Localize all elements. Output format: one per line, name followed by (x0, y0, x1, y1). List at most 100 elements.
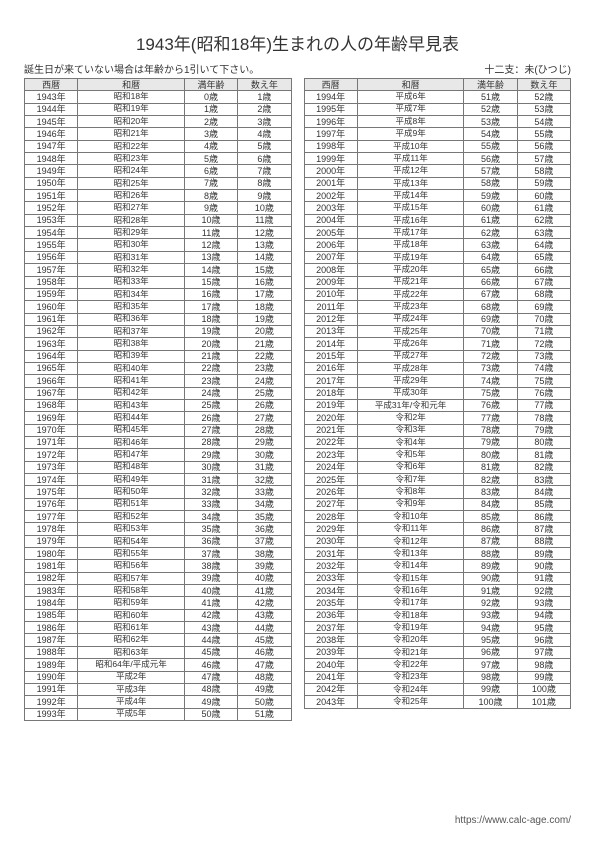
table-cell: 2012年 (304, 313, 357, 325)
table-row: 2014年平成26年71歳72歳 (304, 338, 571, 350)
table-cell: 1962年 (25, 325, 78, 337)
table-row: 2033年令和15年90歳91歳 (304, 572, 571, 584)
table-cell: 令和11年 (357, 523, 464, 535)
table-cell: 31歳 (184, 474, 237, 486)
table-cell: 2027年 (304, 498, 357, 510)
table-cell: 1954年 (25, 227, 78, 239)
table-cell: 昭和52年 (78, 511, 185, 523)
table-cell: 1985年 (25, 609, 78, 621)
table-cell: 昭和23年 (78, 153, 185, 165)
table-cell: 49歳 (238, 683, 291, 695)
table-cell: 81歳 (517, 449, 570, 461)
table-row: 1984年昭和59年41歳42歳 (25, 597, 292, 609)
table-cell: 89歳 (517, 548, 570, 560)
table-cell: 77歳 (517, 399, 570, 411)
table-cell: 2007年 (304, 251, 357, 263)
table-cell: 50歳 (184, 708, 237, 720)
table-row: 1944年昭和19年1歳2歳 (25, 103, 292, 115)
table-cell: 39歳 (184, 572, 237, 584)
table-cell: 19歳 (184, 325, 237, 337)
table-cell: 32歳 (184, 486, 237, 498)
table-row: 1993年平成5年50歳51歳 (25, 708, 292, 720)
table-cell: 2020年 (304, 412, 357, 424)
table-cell: 96歳 (464, 646, 517, 658)
table-row: 2034年令和16年91歳92歳 (304, 585, 571, 597)
table-cell: 平成3年 (78, 683, 185, 695)
table-cell: 令和17年 (357, 597, 464, 609)
table-cell: 平成20年 (357, 264, 464, 276)
table-cell: 23歳 (184, 375, 237, 387)
table-row: 2031年令和13年88歳89歳 (304, 548, 571, 560)
table-row: 2038年令和20年95歳96歳 (304, 634, 571, 646)
table-cell: 94歳 (464, 622, 517, 634)
table-cell: 1999年 (304, 153, 357, 165)
table-cell: 令和16年 (357, 585, 464, 597)
table-cell: 2006年 (304, 239, 357, 251)
table-cell: 6歳 (238, 153, 291, 165)
table-cell: 85歳 (517, 498, 570, 510)
table-row: 2008年平成20年65歳66歳 (304, 264, 571, 276)
table-cell: 令和15年 (357, 572, 464, 584)
table-row: 2012年平成24年69歳70歳 (304, 313, 571, 325)
table-cell: 昭和26年 (78, 190, 185, 202)
table-cell: 79歳 (517, 424, 570, 436)
table-row: 2001年平成13年58歳59歳 (304, 177, 571, 189)
table-row: 2030年令和12年87歳88歳 (304, 535, 571, 547)
table-cell: 平成23年 (357, 301, 464, 313)
table-cell: 62歳 (464, 227, 517, 239)
table-cell: 83歳 (517, 474, 570, 486)
table-cell: 86歳 (517, 511, 570, 523)
table-cell: 39歳 (238, 560, 291, 572)
table-cell: 100歳 (464, 696, 517, 708)
table-row: 1959年昭和34年16歳17歳 (25, 288, 292, 300)
left-column: 西暦 和暦 満年齢 数え年 1943年昭和18年0歳1歳1944年昭和19年1歳… (24, 78, 292, 721)
table-cell: 12歳 (184, 239, 237, 251)
table-row: 1988年昭和63年45歳46歳 (25, 646, 292, 658)
table-row: 1976年昭和51年33歳34歳 (25, 498, 292, 510)
table-cell: 1981年 (25, 560, 78, 572)
table-cell: 1988年 (25, 646, 78, 658)
table-cell: 57歳 (464, 165, 517, 177)
table-row: 2015年平成27年72歳73歳 (304, 350, 571, 362)
table-cell: 7歳 (184, 177, 237, 189)
table-cell: 43歳 (238, 609, 291, 621)
table-row: 2006年平成18年63歳64歳 (304, 239, 571, 251)
table-cell: 平成9年 (357, 128, 464, 140)
table-cell: 83歳 (464, 486, 517, 498)
table-cell: 72歳 (464, 350, 517, 362)
table-cell: 平成30年 (357, 387, 464, 399)
table-cell: 1994年 (304, 91, 357, 103)
table-cell: 48歳 (238, 671, 291, 683)
table-cell: 16歳 (238, 276, 291, 288)
table-row: 1961年昭和36年18歳19歳 (25, 313, 292, 325)
table-cell: 98歳 (464, 671, 517, 683)
table-cell: 平成24年 (357, 313, 464, 325)
table-cell: 100歳 (517, 683, 570, 695)
table-cell: 昭和29年 (78, 227, 185, 239)
table-cell: 9歳 (238, 190, 291, 202)
table-cell: 1976年 (25, 498, 78, 510)
table-cell: 令和14年 (357, 560, 464, 572)
table-cell: 2022年 (304, 436, 357, 448)
table-cell: 1964年 (25, 350, 78, 362)
table-cell: 69歳 (464, 313, 517, 325)
table-cell: 1952年 (25, 202, 78, 214)
table-cell: 昭和40年 (78, 362, 185, 374)
table-cell: 45歳 (238, 634, 291, 646)
table-row: 1979年昭和54年36歳37歳 (25, 535, 292, 547)
table-cell: 平成5年 (78, 708, 185, 720)
table-cell: 97歳 (517, 646, 570, 658)
table-cell: 75歳 (464, 387, 517, 399)
table-cell: 2015年 (304, 350, 357, 362)
table-row: 1949年昭和24年6歳7歳 (25, 165, 292, 177)
table-cell: 0歳 (184, 91, 237, 103)
table-cell: 1963年 (25, 338, 78, 350)
table-cell: 令和25年 (357, 696, 464, 708)
table-cell: 17歳 (238, 288, 291, 300)
table-cell: 79歳 (464, 436, 517, 448)
table-cell: 令和3年 (357, 424, 464, 436)
table-cell: 82歳 (517, 461, 570, 473)
table-cell: 93歳 (517, 597, 570, 609)
table-row: 1960年昭和35年17歳18歳 (25, 301, 292, 313)
table-cell: 昭和50年 (78, 486, 185, 498)
